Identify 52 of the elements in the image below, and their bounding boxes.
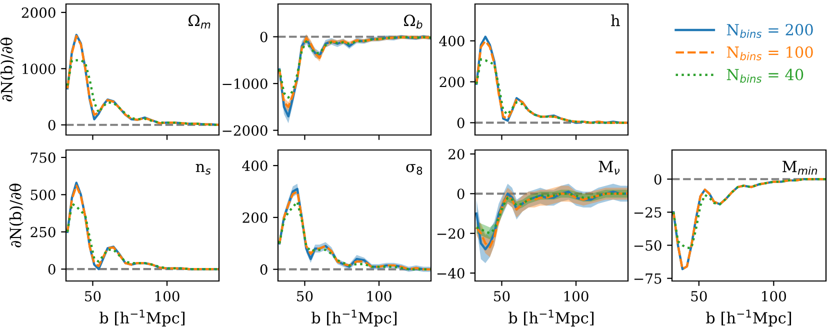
y-tick-label: 200 [440,76,464,88]
y-tick-label: −75 [634,274,662,284]
y-tick-label: 200 [242,212,268,223]
legend-label: N$_{bins}$ = 100 [726,46,813,60]
y-tick-label: 20 [448,148,464,160]
x-tick-label: 50 [85,290,101,302]
x-axis-title: b [h$^{−1}$Mpc] [508,310,594,327]
line-series [66,202,219,270]
y-tick-label: −2000 [222,125,268,136]
y-tick-label: 0 [457,188,464,200]
text: σ$_{8}$ [406,164,422,175]
x-tick-label: 100 [367,290,392,302]
y-tick-label: 400 [439,36,464,46]
x-tick-label: 50 [297,290,313,302]
y-tick-label: −25 [634,207,662,218]
y-tick-label: 250 [30,226,56,238]
x-tick-label: 100 [564,290,588,302]
x-tick-label: 50 [494,290,510,302]
x-tick-label: 50 [691,290,707,302]
y-tick-label: 0 [457,118,464,128]
text: Ω$_{m}$ [188,14,210,28]
x-axis-title: b [h$^{−1}$Mpc] [312,310,397,327]
line-series [672,178,826,270]
y-tick-label: 500 [30,190,56,200]
legend-label: N$_{bins}$ = 200 [726,24,813,38]
text: M$_{min}$ [782,160,818,175]
line-series [672,178,826,250]
y-tick-label: 0 [260,32,268,42]
text: n$_{s}$ [196,164,211,175]
y-tick-label: 2000 [22,7,56,18]
legend-label: N$_{bins}$ = 40 [726,68,804,83]
x-axis-title: b [h$^{−1}$Mpc] [706,310,792,327]
x-tick-label: 100 [762,290,786,302]
line-series [66,59,219,126]
y-axis-title: ∂N(b)/∂θ [9,184,24,248]
y-tick-label: 0 [48,120,56,130]
text: M$_{ν}$ [598,160,620,175]
y-tick-label: 0 [48,264,56,275]
y-tick-label: −50 [634,240,662,251]
y-tick-label: −20 [437,228,464,239]
text: h [611,14,620,26]
y-tick-label: −1000 [222,78,268,90]
y-tick-label: −40 [437,268,464,279]
y-axis-title: ∂N(b)/∂θ [0,38,15,102]
y-tick-label: 0 [654,174,662,185]
y-tick-label: 0 [260,264,268,275]
y-tick-label: 750 [30,152,56,163]
text: Ω$_{b}$ [404,14,422,29]
y-tick-label: 1000 [22,64,56,74]
y-tick-label: 400 [242,160,268,172]
x-tick-label: 100 [155,290,180,302]
x-axis-title: b [h$^{−1}$Mpc] [100,310,185,327]
